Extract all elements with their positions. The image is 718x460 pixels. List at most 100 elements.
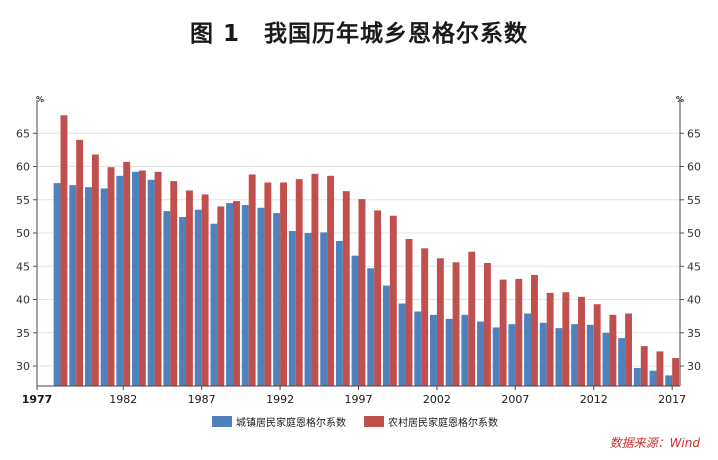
bar-rural-2005 [483, 262, 491, 386]
bar-rural-1984 [154, 171, 162, 386]
bar-urban-1993 [288, 231, 296, 386]
legend-swatch-rural [364, 416, 384, 427]
bar-rural-1997 [358, 199, 366, 386]
bar-rural-1989 [233, 201, 240, 386]
y-axis-right: 30 35 40 45 50 55 60 65 [680, 127, 701, 373]
bar-urban-1987 [194, 209, 202, 386]
legend-item-urban: 城镇居民家庭恩格尔系数 [212, 414, 346, 429]
ytick-label-left: 65 [16, 127, 30, 140]
bar-rural-1978 [60, 115, 68, 387]
xtick-label-1997: 1997 [345, 393, 373, 406]
ytick-label-left: 50 [16, 227, 30, 240]
chart-title: 图 1 我国历年城乡恩格尔系数 [189, 21, 528, 47]
bar-rural-2015 [640, 346, 648, 386]
bar-urban-1990 [241, 205, 249, 386]
bar-rural-2004 [468, 251, 476, 386]
bar-urban-2000 [398, 303, 406, 386]
bar-rural-2012 [593, 304, 601, 386]
ytick-label-left: 45 [16, 260, 30, 273]
y-axis-left: 30 35 40 45 50 55 60 65 [16, 127, 37, 373]
bar-urban-2014 [618, 338, 626, 386]
bar-urban-1996 [335, 241, 343, 386]
bar-rural-2000 [405, 239, 413, 386]
bar-urban-1998 [367, 268, 375, 386]
bar-rural-1988 [217, 206, 225, 386]
bar-urban-2010 [555, 328, 563, 386]
bar-urban-2003 [445, 318, 453, 386]
bar-rural-2017 [672, 358, 680, 386]
bar-urban-1989 [226, 203, 234, 386]
bar-urban-2013 [602, 332, 610, 386]
legend-item-rural: 农村居民家庭恩格尔系数 [364, 414, 498, 429]
bar-rural-1985 [170, 181, 178, 386]
bar-rural-2001 [421, 248, 429, 386]
bar-urban-1980 [84, 187, 92, 386]
ytick-label-left: 40 [16, 294, 30, 307]
ytick-label-right: 55 [687, 194, 701, 207]
bar-urban-1994 [304, 233, 312, 386]
bar-rural-2016 [656, 351, 664, 386]
bar-rural-1981 [107, 167, 115, 386]
bar-urban-2001 [414, 311, 422, 386]
bar-rural-2006 [499, 279, 507, 386]
legend-label-urban: 城镇居民家庭恩格尔系数 [236, 418, 346, 429]
bar-rural-1979 [76, 139, 84, 386]
ytick-label-left: 30 [16, 360, 30, 373]
bar-rural-1995 [327, 175, 335, 386]
bar-urban-1992 [273, 213, 281, 386]
y-unit-right: % [676, 95, 684, 104]
bar-rural-1994 [311, 173, 319, 386]
bar-urban-1999 [382, 285, 390, 386]
bar-rural-2011 [578, 296, 585, 386]
bar-urban-1988 [210, 223, 218, 386]
bar-urban-1981 [100, 188, 108, 386]
legend-label-rural: 农村居民家庭恩格尔系数 [388, 418, 498, 429]
bar-urban-2012 [586, 324, 594, 386]
xtick-label-1987: 1987 [188, 393, 216, 406]
ytick-label-right: 30 [687, 360, 701, 373]
ytick-label-left: 60 [16, 161, 30, 174]
bar-urban-2009 [539, 322, 547, 386]
bar-urban-1986 [179, 217, 186, 386]
data-source: 数据来源：Wind [609, 436, 700, 450]
bar-rural-1980 [91, 154, 99, 386]
ytick-label-left: 55 [16, 194, 30, 207]
engel-coefficient-chart: 30 35 40 45 50 55 60 65 30 35 40 45 50 55 60 65 1977 19… [16, 95, 701, 406]
xtick-label-1982: 1982 [109, 393, 137, 406]
bar-urban-1978 [53, 183, 61, 386]
bar-urban-2008 [524, 313, 532, 386]
bar-urban-2002 [430, 314, 437, 386]
bar-rural-2002 [436, 258, 444, 386]
bar-rural-2014 [625, 313, 633, 386]
bar-rural-1992 [280, 182, 287, 386]
ytick-label-right: 45 [687, 260, 701, 273]
bar-rural-1996 [342, 191, 350, 386]
bar-urban-1991 [257, 207, 265, 386]
bar-rural-1983 [138, 170, 146, 386]
bar-urban-2007 [508, 324, 516, 386]
bar-rural-2003 [452, 262, 460, 386]
ytick-label-left: 35 [16, 327, 30, 340]
bar-rural-1982 [123, 161, 131, 386]
bar-urban-2005 [477, 321, 484, 386]
bar-rural-1991 [264, 182, 272, 386]
ytick-label-right: 35 [687, 327, 701, 340]
bar-rural-1990 [248, 174, 256, 386]
bar-urban-1983 [132, 171, 139, 386]
xtick-label-1992: 1992 [266, 393, 294, 406]
xtick-label-2007: 2007 [501, 393, 529, 406]
xtick-label-1977: 1977 [22, 393, 53, 406]
bar-urban-2004 [461, 314, 469, 386]
xtick-label-2017: 2017 [658, 393, 686, 406]
bar-rural-1998 [374, 210, 382, 386]
xtick-label-2002: 2002 [423, 393, 451, 406]
ytick-label-right: 60 [687, 161, 701, 174]
ytick-label-right: 65 [687, 127, 701, 140]
bar-rural-2008 [531, 274, 538, 386]
xtick-label-2012: 2012 [580, 393, 608, 406]
bar-urban-2017 [665, 375, 673, 386]
bar-urban-2006 [492, 327, 500, 386]
bar-rural-2007 [515, 278, 523, 386]
bar-urban-1982 [116, 175, 124, 386]
bar-urban-1995 [320, 232, 328, 386]
